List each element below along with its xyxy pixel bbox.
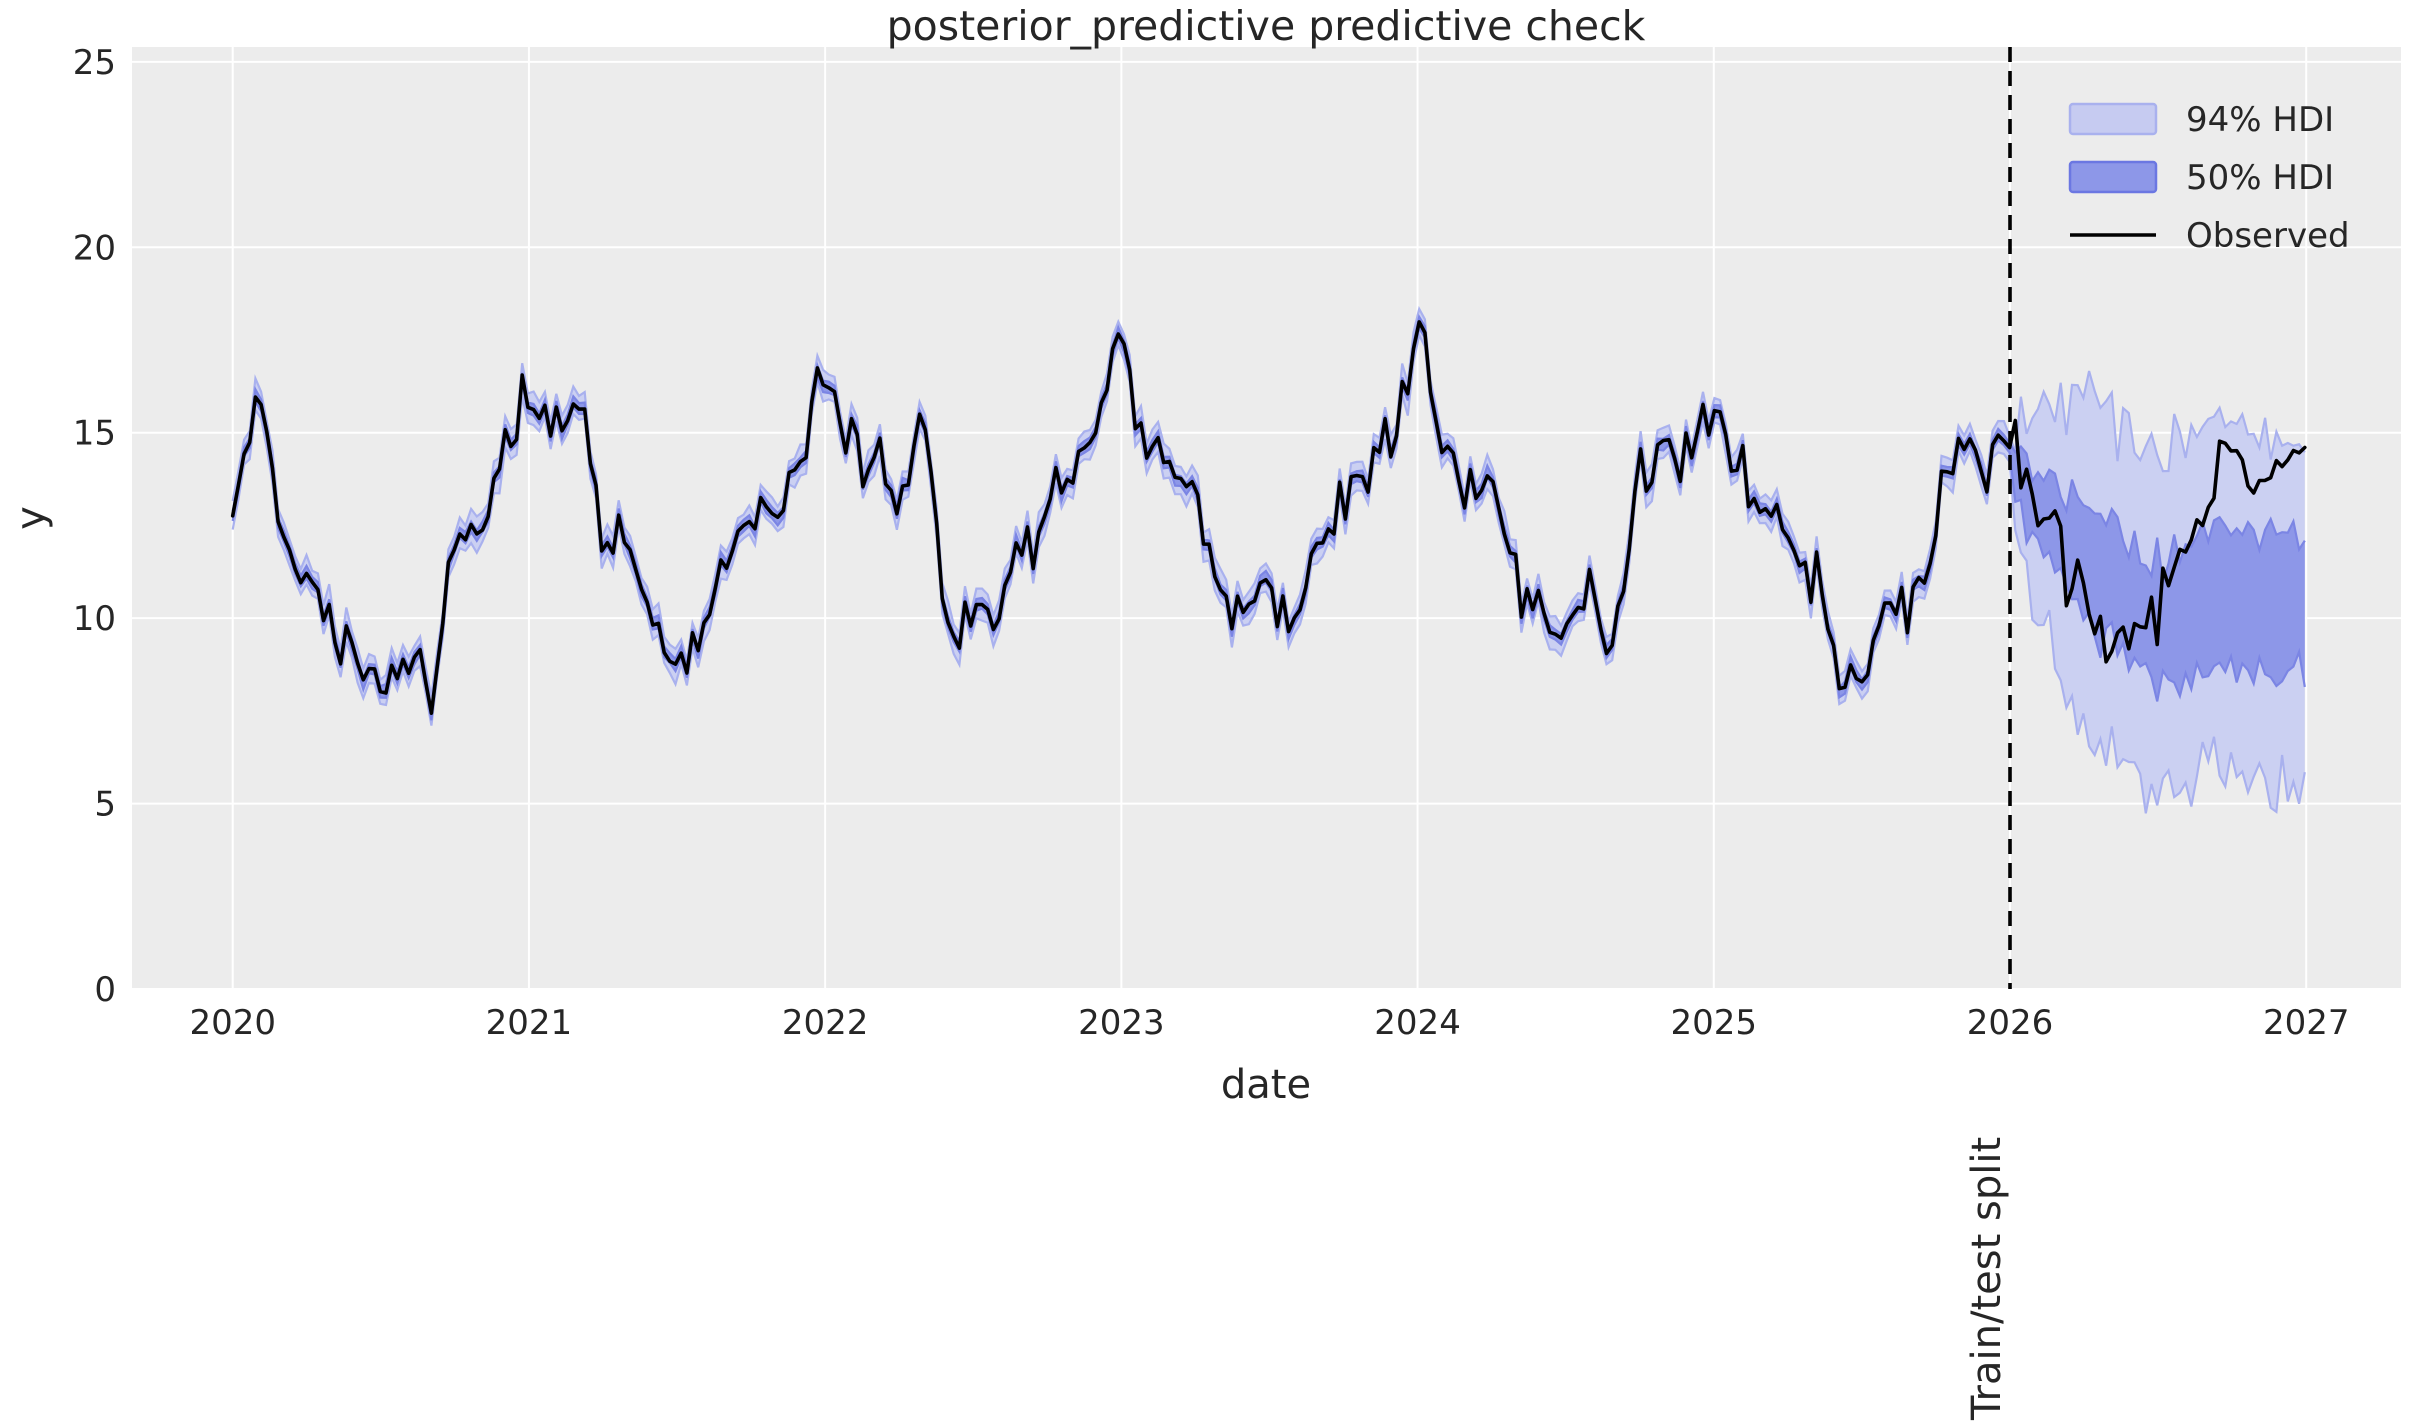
legend-label-50-hdi: 50% HDI <box>2186 158 2334 198</box>
hdi94-upper-edge <box>231 305 2306 697</box>
x-tick-label: 2022 <box>782 1003 869 1043</box>
train-test-split-annotation: Train/test split <box>1964 1137 2010 1421</box>
hdi94-lower-edge <box>231 331 2306 814</box>
y-tick-labels: 0 5 10 15 20 25 <box>73 43 116 1010</box>
x-tick-label: 2020 <box>189 1003 276 1043</box>
y-axis-label: y <box>8 506 54 530</box>
x-tick-label: 2024 <box>1374 1003 1461 1043</box>
y-tick-label: 15 <box>73 414 116 454</box>
y-tick-label: 10 <box>73 599 116 639</box>
x-axis-label: date <box>1221 1062 1311 1108</box>
y-tick-label: 5 <box>94 785 116 825</box>
legend-swatch-94-hdi <box>2068 102 2158 136</box>
observed-line <box>230 320 2307 715</box>
legend-label-94-hdi: 94% HDI <box>2186 100 2334 140</box>
y-tick-label: 25 <box>73 43 116 83</box>
y-tick-label: 20 <box>73 228 116 268</box>
x-tick-label: 2023 <box>1078 1003 1165 1043</box>
chart-title: posterior_predictive predictive check <box>887 2 1646 50</box>
x-tick-label: 2026 <box>1967 1003 2054 1043</box>
legend: 94% HDI 50% HDI Observed <box>2068 100 2350 256</box>
legend-label-observed: Observed <box>2186 216 2350 256</box>
x-tick-label: 2025 <box>1671 1003 1758 1043</box>
gridlines <box>132 47 2401 990</box>
hdi50-lower-edge <box>231 325 2306 721</box>
x-tick-label: 2027 <box>2263 1003 2350 1043</box>
x-tick-label: 2021 <box>486 1003 573 1043</box>
legend-swatch-50-hdi <box>2068 160 2158 194</box>
x-tick-labels: 2020 2021 2022 2023 2024 2025 2026 2027 <box>189 1003 2349 1043</box>
y-tick-label: 0 <box>94 970 116 1010</box>
hdi50-upper-edge <box>231 313 2306 709</box>
